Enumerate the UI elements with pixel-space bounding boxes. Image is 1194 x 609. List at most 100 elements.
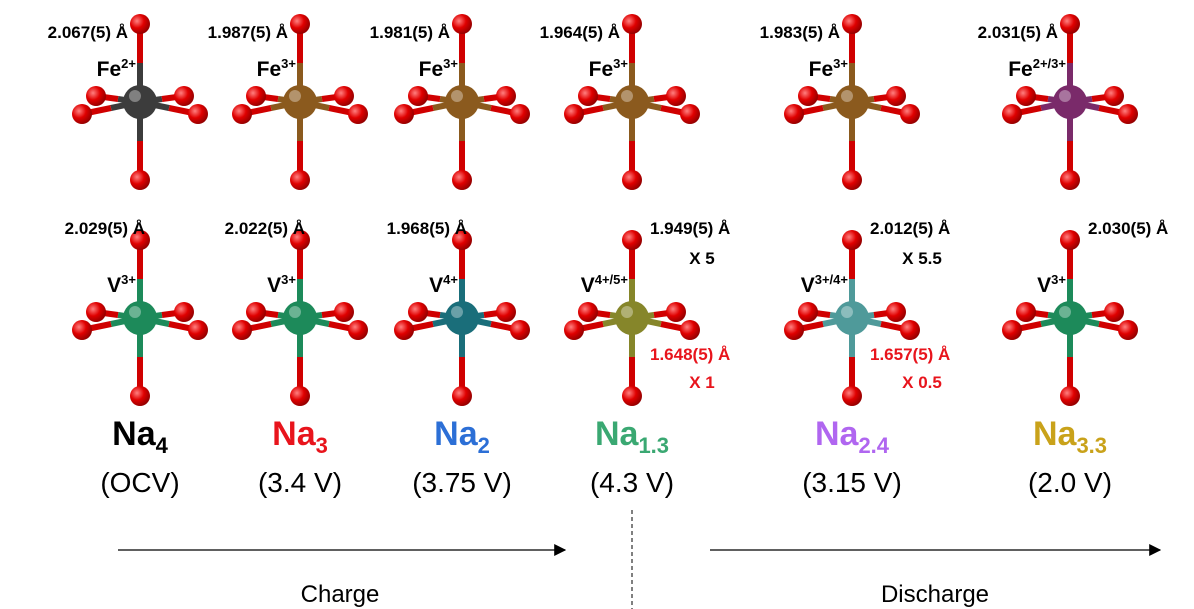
v-bond-length: 2.030(5) Å [1088,219,1168,238]
ion-element: Fe [589,58,614,81]
oxygen-atom [842,386,862,406]
v-bond-count: X 5 [689,249,715,268]
ion-element: Fe [419,58,444,81]
oxygen-atom [130,170,150,190]
v-short-count: X 1 [689,373,715,392]
ion-label: V4+/5+ [581,272,629,297]
oxygen-atom [680,320,700,340]
oxygen-atom [130,14,150,34]
ion-charge: 3+ [443,56,458,71]
ion-label: V3+ [267,272,296,297]
ion-label: Fe3+ [257,56,297,81]
ion-element: V [801,274,815,297]
oxygen-atom [188,320,208,340]
formula: Na4 [112,415,168,458]
oxygen-atom [798,86,818,106]
oxygen-atom [394,104,414,124]
formula-sub: 2 [478,433,490,458]
metal-highlight [129,90,141,102]
metal-atom [445,301,479,335]
oxygen-atom [408,302,428,322]
metal-highlight [451,306,463,318]
formula: Na2 [434,415,490,458]
oxygen-atom [1060,14,1080,34]
octahedron [232,230,368,406]
oxygen-atom [452,386,472,406]
formula-sub: 3.3 [1076,433,1107,458]
oxygen-atom [334,302,354,322]
oxygen-atom [1104,86,1124,106]
metal-highlight [1059,90,1071,102]
ion-label: Fe2+/3+ [1008,56,1066,81]
oxygen-atom [784,320,804,340]
oxygen-atom [578,86,598,106]
voltage: (2.0 V) [1028,467,1112,498]
ion-element: V [107,274,121,297]
v-short-bond: 1.648(5) Å [650,345,730,364]
formula-base: Na [595,415,640,453]
ion-label: Fe3+ [419,56,459,81]
oxygen-atom [394,320,414,340]
oxygen-atom [842,14,862,34]
oxygen-atom [1016,302,1036,322]
oxygen-atom [348,104,368,124]
voltage: (3.75 V) [412,467,512,498]
oxygen-atom [130,386,150,406]
metal-atom [615,301,649,335]
oxygen-atom [246,86,266,106]
formula-base: Na [112,415,157,453]
oxygen-atom [842,170,862,190]
metal-atom [835,301,869,335]
oxygen-atom [246,302,266,322]
oxygen-atom [510,104,530,124]
ion-element: Fe [1008,58,1033,81]
metal-highlight [129,306,141,318]
oxygen-atom [886,86,906,106]
metal-atom [1053,85,1087,119]
formula-sub: 4 [156,433,169,458]
oxygen-atom [1060,230,1080,250]
oxygen-atom [564,320,584,340]
oxygen-atom [452,170,472,190]
ion-charge: 3+/4+ [815,272,849,287]
ion-element: V [581,274,595,297]
formula: Na3.3 [1033,415,1107,458]
metal-highlight [451,90,463,102]
oxygen-atom [1118,104,1138,124]
v-short-bond: 1.657(5) Å [870,345,950,364]
metal-atom [123,85,157,119]
fe-bond-length: 1.964(5) Å [540,23,620,42]
formula-base: Na [815,415,860,453]
oxygen-atom [680,104,700,124]
ion-charge: 3+ [833,56,848,71]
octahedron [72,230,208,406]
fe-bond-length: 1.981(5) Å [370,23,450,42]
formula: Na2.4 [815,415,890,458]
metal-highlight [289,306,301,318]
ion-charge: 2+/3+ [1033,56,1067,71]
oxygen-atom [348,320,368,340]
oxygen-atom [496,86,516,106]
octahedron [1002,230,1138,406]
oxygen-atom [622,170,642,190]
oxygen-atom [666,86,686,106]
oxygen-atom [1016,86,1036,106]
metal-highlight [621,306,633,318]
oxygen-atom [578,302,598,322]
oxygen-atom [842,230,862,250]
oxygen-atom [1104,302,1124,322]
formula: Na3 [272,415,328,458]
metal-atom [445,85,479,119]
ion-element: V [267,274,281,297]
formula: Na1.3 [595,415,669,458]
oxygen-atom [86,302,106,322]
oxygen-atom [232,320,252,340]
metal-highlight [289,90,301,102]
oxygen-atom [72,104,92,124]
oxygen-atom [564,104,584,124]
formula-sub: 2.4 [858,433,889,458]
oxygen-atom [290,386,310,406]
oxygen-atom [886,302,906,322]
fe-bond-length: 2.031(5) Å [978,23,1058,42]
oxygen-atom [622,230,642,250]
